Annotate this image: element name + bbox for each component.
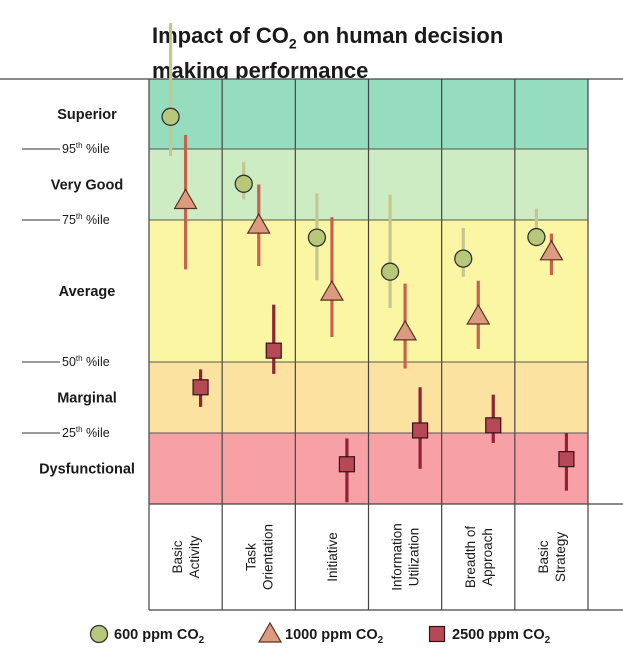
category-label-information-utilization: Information Utilization (390, 523, 422, 591)
legend-label-2500-ppm-co2: 2500 ppm CO2 (452, 627, 551, 646)
data-point-1000-ppm-co2 (393, 319, 418, 341)
legend-marker-1000-ppm-co2 (257, 621, 283, 643)
data-point-600-ppm-co2 (161, 107, 180, 126)
data-point-2500-ppm-co2 (485, 417, 502, 434)
rating-label-superior: Superior (57, 107, 117, 123)
category-label-basic-strategy: Basic Strategy (536, 532, 568, 583)
grid-lines (0, 78, 623, 611)
category-labels: Basic Activity Task Orientation Initiative In… (170, 523, 568, 591)
category-label-task-orientation: Task Orientation (243, 524, 275, 590)
data-point-1000-ppm-co2 (246, 212, 271, 234)
data-marks (161, 23, 575, 503)
legend-marker-2500-ppm-co2 (428, 625, 446, 643)
rating-label-dysfunctional: Dysfunctional (39, 462, 135, 478)
data-point-600-ppm-co2 (527, 227, 546, 247)
threshold-label-95: 95th %ile (62, 141, 110, 156)
category-label-breadth-of-approach: Breadth of Approach (463, 526, 495, 589)
legend-marker-600-ppm-co2 (89, 624, 109, 644)
data-point-600-ppm-co2 (380, 262, 400, 281)
data-point-600-ppm-co2 (307, 228, 327, 247)
data-point-2500-ppm-co2 (192, 379, 209, 396)
threshold-label-25: 25th %ile (62, 425, 110, 440)
data-point-600-ppm-co2 (234, 174, 253, 193)
data-point-2500-ppm-co2 (558, 451, 575, 468)
data-point-1000-ppm-co2 (173, 188, 198, 210)
category-label-basic-activity: Basic Activity (170, 535, 202, 578)
rating-labels: Superior Very Good Average Marginal Dysfunct… (22, 107, 135, 478)
rating-label-average: Average (59, 284, 116, 300)
data-point-2500-ppm-co2 (265, 342, 282, 359)
data-point-1000-ppm-co2 (319, 279, 344, 301)
threshold-label-50: 50th %ile (62, 354, 110, 369)
data-point-1000-ppm-co2 (466, 303, 491, 325)
rating-label-marginal: Marginal (57, 391, 117, 407)
threshold-label-75: 75th %ile (62, 212, 110, 227)
legend: 600 ppm CO2 1000 ppm CO2 2500 ppm CO2 (89, 621, 551, 646)
data-point-1000-ppm-co2 (539, 239, 564, 261)
legend-label-1000-ppm-co2: 1000 ppm CO2 (285, 627, 384, 646)
category-label-initiative: Initiative (325, 532, 340, 582)
rating-label-very-good: Very Good (51, 178, 124, 194)
chart-title: Impact of CO2 on human decision making pe… (152, 23, 504, 84)
data-point-2500-ppm-co2 (411, 422, 429, 439)
legend-label-600-ppm-co2: 600 ppm CO2 (114, 627, 205, 646)
data-point-2500-ppm-co2 (338, 456, 356, 473)
data-point-600-ppm-co2 (454, 249, 473, 268)
